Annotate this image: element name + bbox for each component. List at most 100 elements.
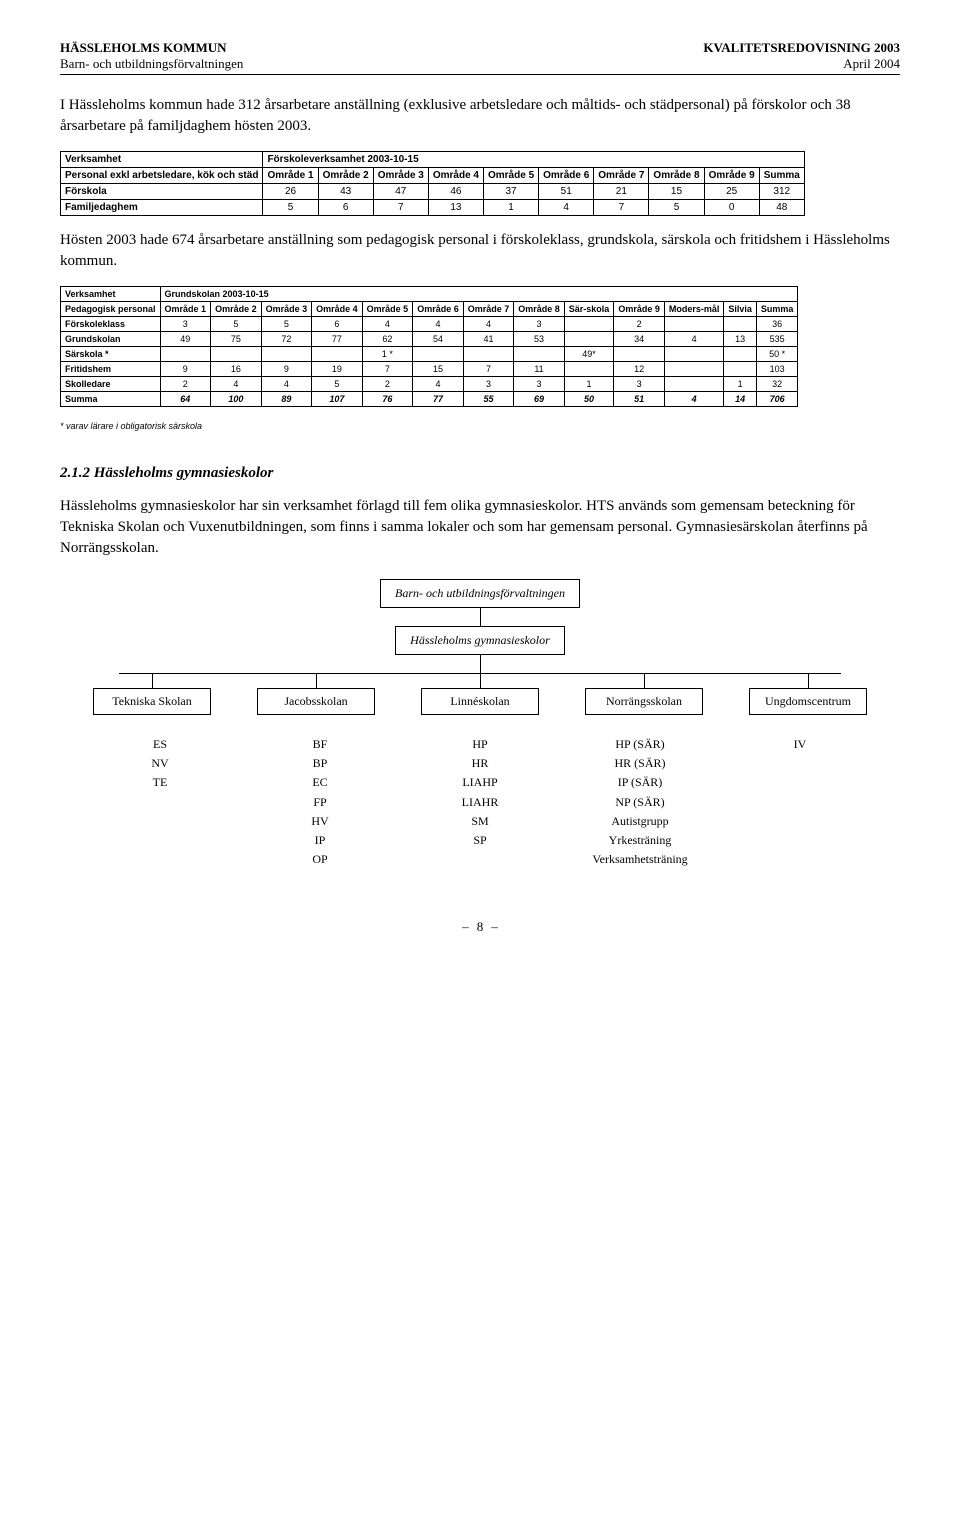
cell: 4 bbox=[261, 377, 312, 392]
t2-col: Område 3 bbox=[261, 302, 312, 317]
cell: 26 bbox=[263, 184, 318, 200]
org-program-col: BFBPECFPHVIPOP bbox=[240, 735, 400, 869]
t2-rowlabel: Fritidshem bbox=[61, 362, 161, 377]
cell: 32 bbox=[756, 377, 798, 392]
org-program-item: BP bbox=[240, 754, 400, 773]
cell: 72 bbox=[261, 332, 312, 347]
cell: 51 bbox=[614, 392, 665, 407]
t2-col: Område 8 bbox=[514, 302, 565, 317]
table-row: Fritidshem91691971571112103 bbox=[61, 362, 798, 377]
cell: 107 bbox=[312, 392, 363, 407]
t1-col: Område 2 bbox=[318, 168, 373, 184]
cell bbox=[664, 377, 724, 392]
cell: 47 bbox=[373, 184, 428, 200]
t1-rowlabel: Förskola bbox=[61, 184, 263, 200]
cell bbox=[564, 317, 614, 332]
org-program-item: ES bbox=[80, 735, 240, 754]
cell: 5 bbox=[263, 200, 318, 216]
cell: 4 bbox=[211, 377, 262, 392]
org-program-item: HR (SÄR) bbox=[560, 754, 720, 773]
table-row: Familjedaghem 5 6 7 13 1 4 7 5 0 48 bbox=[61, 200, 805, 216]
cell: 13 bbox=[428, 200, 483, 216]
cell: 77 bbox=[413, 392, 464, 407]
cell: 4 bbox=[539, 200, 594, 216]
cell bbox=[261, 347, 312, 362]
t2-rowlabel: Grundskolan bbox=[61, 332, 161, 347]
cell: 49* bbox=[564, 347, 614, 362]
cell: 34 bbox=[614, 332, 665, 347]
org-connector bbox=[480, 608, 481, 626]
cell: 3 bbox=[514, 317, 565, 332]
org-connector bbox=[480, 655, 481, 673]
t2-col: Summa bbox=[756, 302, 798, 317]
org-program-item: FP bbox=[240, 793, 400, 812]
cell: 4 bbox=[362, 317, 413, 332]
org-programs-row: ESNVTEBFBPECFPHVIPOPHPHRLIAHPLIAHRSMSPHP… bbox=[80, 735, 880, 869]
cell: 55 bbox=[463, 392, 514, 407]
cell: 77 bbox=[312, 332, 363, 347]
header-rule bbox=[60, 74, 900, 75]
table-row: Förskoleklass35564443236 bbox=[61, 317, 798, 332]
cell: 5 bbox=[261, 317, 312, 332]
cell bbox=[664, 347, 724, 362]
cell: 14 bbox=[724, 392, 757, 407]
cell: 48 bbox=[759, 200, 804, 216]
org-program-item: EC bbox=[240, 773, 400, 792]
org-program-item: HP bbox=[400, 735, 560, 754]
org-program-item: Verksamhetsträning bbox=[560, 850, 720, 869]
t1-col: Område 8 bbox=[649, 168, 704, 184]
t1-col: Område 4 bbox=[428, 168, 483, 184]
org-leaf: Jacobsskolan bbox=[257, 688, 375, 715]
table2-footnote: * varav lärare i obligatorisk särskola bbox=[60, 421, 900, 431]
cell: 15 bbox=[413, 362, 464, 377]
cell: 2 bbox=[160, 377, 211, 392]
cell: 100 bbox=[211, 392, 262, 407]
paragraph-1: I Hässleholms kommun hade 312 årsarbetar… bbox=[60, 95, 900, 137]
org-program-col: HPHRLIAHPLIAHRSMSP bbox=[400, 735, 560, 869]
org-leaf: Norrängsskolan bbox=[585, 688, 703, 715]
cell: 2 bbox=[614, 317, 665, 332]
cell: 76 bbox=[362, 392, 413, 407]
cell: 4 bbox=[413, 317, 464, 332]
cell: 1 bbox=[564, 377, 614, 392]
t1-rowlabel: Familjedaghem bbox=[61, 200, 263, 216]
t1-col: Område 1 bbox=[263, 168, 318, 184]
t1-col: Område 5 bbox=[484, 168, 539, 184]
cell bbox=[312, 347, 363, 362]
org-program-item: NP (SÄR) bbox=[560, 793, 720, 812]
org-program-item: Autistgrupp bbox=[560, 812, 720, 831]
cell: 69 bbox=[514, 392, 565, 407]
org-program-col: ESNVTE bbox=[80, 735, 240, 869]
cell: 3 bbox=[463, 377, 514, 392]
cell: 16 bbox=[211, 362, 262, 377]
cell bbox=[413, 347, 464, 362]
cell bbox=[463, 347, 514, 362]
org-program-item: LIAHR bbox=[400, 793, 560, 812]
t1-col: Summa bbox=[759, 168, 804, 184]
t2-rowlabel: Skolledare bbox=[61, 377, 161, 392]
cell: 53 bbox=[514, 332, 565, 347]
org-program-item: IP bbox=[240, 831, 400, 850]
header-right-bold: KVALITETSREDOVISNING 2003 bbox=[703, 40, 900, 56]
section-212-title: 2.1.2 Hässleholms gymnasieskolor bbox=[60, 465, 900, 482]
cell: 7 bbox=[594, 200, 649, 216]
table-forskoleverksamhet: Verksamhet Förskoleverksamhet 2003-10-15… bbox=[60, 151, 805, 216]
t1-col: Område 6 bbox=[539, 168, 594, 184]
org-program-item: SP bbox=[400, 831, 560, 850]
table-row: Särskola *1 *49*50 * bbox=[61, 347, 798, 362]
cell: 5 bbox=[312, 377, 363, 392]
cell: 3 bbox=[614, 377, 665, 392]
cell: 7 bbox=[463, 362, 514, 377]
t1-col: Område 7 bbox=[594, 168, 649, 184]
cell: 3 bbox=[160, 317, 211, 332]
cell: 15 bbox=[649, 184, 704, 200]
t2-col: Område 9 bbox=[614, 302, 665, 317]
cell: 11 bbox=[514, 362, 565, 377]
cell: 50 * bbox=[756, 347, 798, 362]
header-left-sub: Barn- och utbildningsförvaltningen bbox=[60, 56, 243, 72]
table-row: Summa6410089107767755695051414706 bbox=[61, 392, 798, 407]
cell bbox=[514, 347, 565, 362]
t2-col: Sär-skola bbox=[564, 302, 614, 317]
t1-title-left: Verksamhet bbox=[61, 152, 263, 168]
page-footer: –8– bbox=[60, 919, 900, 935]
